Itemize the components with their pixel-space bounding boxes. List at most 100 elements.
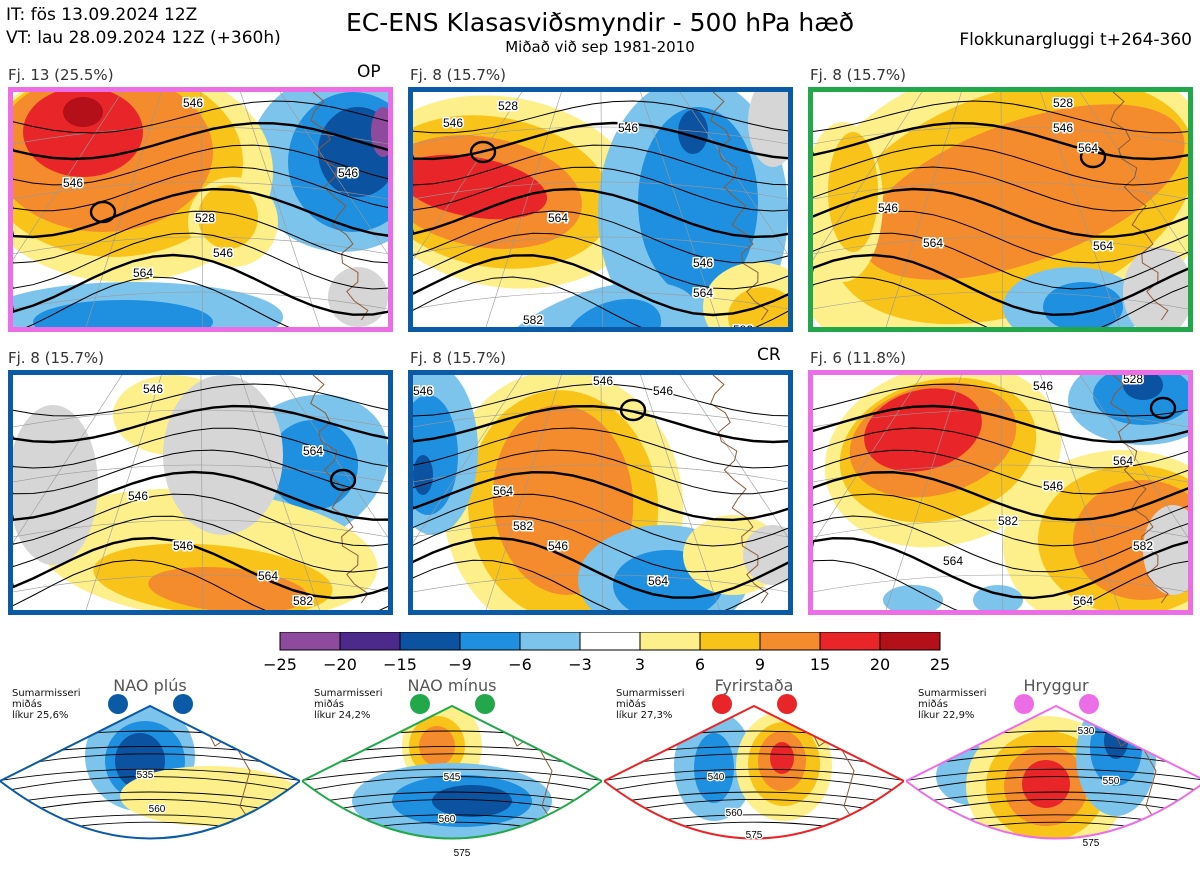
contour-label: 546 <box>1043 479 1063 493</box>
contour-label: 546 <box>128 489 148 503</box>
height-contour <box>13 383 388 417</box>
height-contour <box>813 144 1188 186</box>
height-contour <box>813 121 1188 161</box>
height-contour <box>13 515 388 573</box>
height-contour <box>13 232 388 290</box>
regime-map-graphic: 535 560 <box>0 694 300 840</box>
contour-label: 564 <box>493 484 513 498</box>
contour-label: 564 <box>693 286 713 300</box>
anomaly-area <box>861 104 1185 280</box>
anomaly-area <box>1093 375 1188 425</box>
anomaly-area <box>419 726 455 766</box>
cluster-map-panel: 546 564 546 546 564 582 <box>8 370 393 615</box>
meridian-line <box>640 92 720 327</box>
anomaly-area <box>148 567 308 610</box>
coastline <box>803 715 865 837</box>
regime-marker <box>1014 694 1034 714</box>
height-contour <box>25 276 290 327</box>
height-contour <box>302 791 602 807</box>
contour-label: 546 <box>878 201 898 215</box>
colorbar-tick: 3 <box>635 655 645 674</box>
colorbar-segment <box>279 632 341 651</box>
contour-label: 564 <box>1093 239 1113 253</box>
cluster-map-panel: 546 546 546 528 546 564 <box>8 87 393 332</box>
height-contour <box>604 768 904 783</box>
meridian-line <box>485 92 562 327</box>
regime-marker <box>108 694 128 714</box>
height-contour <box>906 776 1200 795</box>
contour-label: 546 <box>143 382 163 396</box>
page-subtitle: Miðað við sep 1981-2010 <box>505 38 695 56</box>
contour-label: 546 <box>1053 121 1073 135</box>
anomaly-area <box>828 132 878 252</box>
coastline <box>310 92 369 321</box>
anomaly-area <box>198 185 258 249</box>
geopotential-map: 546 564 546 546 564 582 <box>13 375 388 610</box>
meridian-line <box>1040 92 1120 327</box>
contour-label: 564 <box>648 574 668 588</box>
panel-caption: Fj. 13 (25.5%) <box>8 66 114 84</box>
meridian-line <box>200 92 204 327</box>
coastline <box>710 375 769 604</box>
height-contour <box>413 493 788 547</box>
geopotential-map: 528 546 564 546 564 564 <box>813 92 1188 327</box>
height-contour <box>13 404 388 444</box>
regime-frame <box>604 704 904 840</box>
height-contour <box>813 383 1188 417</box>
anomaly-colorbar: −25 −20 −15 −9 −6 −3 3 6 9 15 20 25 <box>263 632 950 674</box>
anomaly-area <box>638 107 758 297</box>
meridian-line <box>413 375 523 544</box>
contour-label: 546 <box>183 96 203 110</box>
meridian-line <box>600 375 604 610</box>
height-contour <box>813 276 1188 327</box>
latitude-line <box>413 574 788 593</box>
height-contour <box>13 144 388 186</box>
latitude-line <box>813 181 1188 200</box>
colorbar-tick: −9 <box>448 655 472 674</box>
contour-label: 546 <box>443 116 463 130</box>
coastline <box>1105 715 1167 837</box>
colorbar-tick: −25 <box>263 655 297 674</box>
contour-label: 546 <box>413 384 433 398</box>
latitude-line <box>813 236 1188 255</box>
colorbar-tick: 15 <box>810 655 830 674</box>
latitude-line <box>413 181 788 200</box>
colorbar-segment <box>699 632 761 651</box>
colorbar-segment <box>339 632 401 651</box>
anomaly-area <box>33 300 213 327</box>
contour-label: 564 <box>1078 141 1098 155</box>
panel-caption: Fj. 8 (15.7%) <box>410 349 506 367</box>
regime-map: 545 560 575 NAO mínus Sumarmisseri miðás lík… <box>302 676 602 871</box>
page-title: EC-ENS Klasasviðsmyndir - 500 hPa hæð <box>345 8 855 37</box>
height-contour <box>13 470 388 522</box>
height-contour <box>413 144 788 186</box>
latitude-line <box>813 574 1188 593</box>
meridian-line <box>1040 375 1120 610</box>
contour-label: 575 <box>1083 838 1100 849</box>
meridian-line <box>600 92 604 327</box>
panel-caption: Fj. 8 (15.7%) <box>810 66 906 84</box>
height-contour <box>813 232 1188 290</box>
regime-probability: Sumarmisseri miðás líkur 27,3% <box>616 688 685 721</box>
height-contour <box>604 791 904 807</box>
height-contour <box>813 253 1188 317</box>
meridian-line <box>13 92 123 261</box>
regime-marker <box>475 694 495 714</box>
height-contour <box>302 768 602 783</box>
panel-caption: Fj. 6 (11.8%) <box>810 349 906 367</box>
height-contour <box>413 166 788 212</box>
meridian-line <box>240 92 320 327</box>
colorbar-segment <box>459 632 521 651</box>
latitude-line <box>413 464 788 483</box>
contour-label: 546 <box>63 176 83 190</box>
anomaly-area <box>163 375 283 535</box>
contour-label: 564 <box>258 569 278 583</box>
height-contour <box>604 776 904 795</box>
height-contour <box>413 100 788 134</box>
coastline <box>501 715 563 837</box>
latitude-line <box>813 519 1188 538</box>
meridian-line <box>485 375 562 610</box>
contour-label: 528 <box>1123 375 1143 386</box>
contour-label: 546 <box>1033 379 1053 393</box>
height-contour <box>13 559 388 610</box>
